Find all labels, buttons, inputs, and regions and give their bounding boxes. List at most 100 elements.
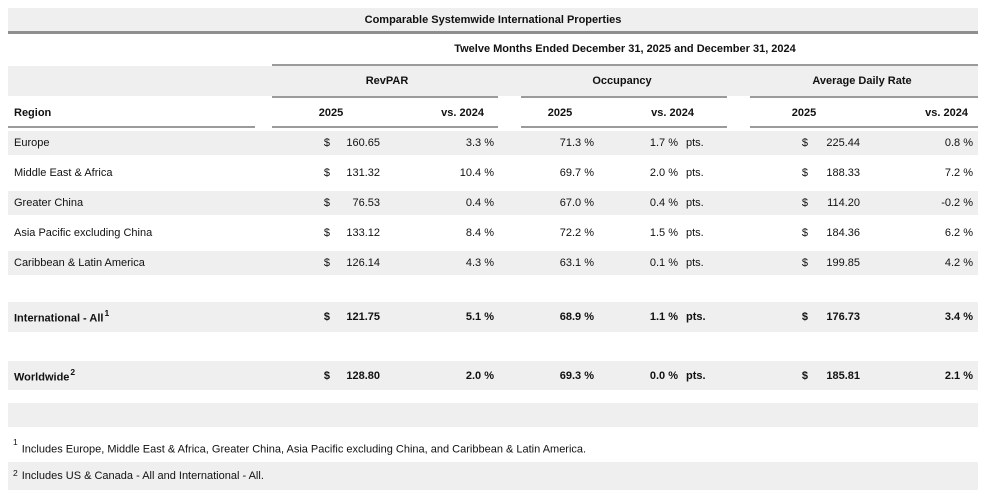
period-label: Twelve Months Ended December 31, 2025 an… [454,43,796,55]
currency-symbol: $ [801,167,808,179]
adr-vs-2024-header: vs. 2024 [925,107,968,119]
adr-vs-value: 7.2 % [944,167,973,179]
adr-2025-value: 225.44 [826,137,860,149]
revpar-vs-2024-header: vs. 2024 [441,107,484,119]
occupancy-2025-value: 72.2 % [559,227,594,239]
spacer [8,278,978,302]
region-cell: Asia Pacific excluding China [14,227,153,239]
occupancy-2025-value: 69.7 % [559,167,594,179]
row-international-all: International - All1 $ 121.75 5.1 % 68.9… [8,302,978,332]
revpar-vs-value: 10.4 % [459,167,494,179]
currency-symbol: $ [323,167,330,179]
adr-group-underline [750,96,978,98]
footnote-1-text: Includes Europe, Middle East & Africa, G… [21,443,587,456]
group-header-adr: Average Daily Rate [812,75,912,87]
revpar-vs-value: 0.4 % [465,197,494,209]
footnote-ref-2: 2 [70,367,76,377]
occupancy-2025-value: 67.0 % [559,197,594,209]
region-cell: Middle East & Africa [14,167,113,179]
column-group-header-row: RevPAR Occupancy Average Daily Rate [8,66,978,98]
pts-label: pts. [686,257,704,269]
currency-symbol: $ [323,137,330,149]
row-middle-east-africa: Middle East & Africa $ 131.32 10.4 % 69.… [8,158,978,188]
row-asia-pacific-excluding-china: Asia Pacific excluding China $ 133.12 8.… [8,218,978,248]
spacer [8,390,978,403]
pts-label: pts. [686,167,704,179]
currency-symbol: $ [801,197,808,209]
adr-2025-header: 2025 [791,107,817,119]
region-column-header: Region [14,107,52,119]
occupancy-columns-underline [521,126,727,128]
revpar-2025-value: 133.12 [346,227,380,239]
row-caribbean-latin-america: Caribbean & Latin America $ 126.14 4.3 %… [8,248,978,278]
currency-symbol: $ [323,311,330,323]
period-header-row: Twelve Months Ended December 31, 2025 an… [8,34,978,66]
currency-symbol: $ [801,227,808,239]
occupancy-vs-value: 0.0 % [649,369,678,382]
revpar-2025-header: 2025 [318,107,344,119]
row-worldwide: Worldwide2 $ 128.80 2.0 % 69.3 % 0.0 % p… [8,361,978,390]
currency-symbol: $ [801,311,808,323]
adr-2025-value: 199.85 [826,257,860,269]
footnote-1-ref: 1 [13,437,18,447]
occupancy-2025-value: 69.3 % [559,369,594,382]
occupancy-2025-value: 68.9 % [559,311,594,323]
row-greater-china: Greater China $ 76.53 0.4 % 67.0 % 0.4 %… [8,188,978,218]
region-cell: Worldwide2 [14,367,76,384]
group-header-revpar: RevPAR [365,75,409,87]
occupancy-vs-value: 0.4 % [649,197,678,209]
revpar-vs-value: 4.3 % [465,257,494,269]
revpar-2025-value: 121.75 [346,311,380,323]
region-cell: Europe [14,137,50,149]
adr-vs-value: 3.4 % [944,311,973,323]
empty-band [8,403,978,427]
revpar-group-underline [272,96,498,98]
adr-vs-value: 0.8 % [944,137,973,149]
revpar-2025-value: 160.65 [346,137,380,149]
revpar-2025-value: 126.14 [346,257,380,269]
adr-2025-value: 185.81 [826,369,860,382]
occupancy-vs-value: 1.1 % [649,311,678,323]
pts-label: pts. [686,137,704,149]
currency-symbol: $ [323,369,330,382]
adr-2025-value: 114.20 [827,197,860,209]
table-title: Comparable Systemwide International Prop… [8,8,978,34]
region-column-underline [8,126,255,128]
occupancy-group-underline [521,96,727,98]
period-underline [272,64,978,66]
adr-2025-value: 184.36 [826,227,860,239]
pts-label: pts. [686,197,704,209]
revpar-2025-value: 131.32 [346,167,380,179]
adr-vs-value: 2.1 % [944,369,973,382]
spacer [8,332,978,361]
revpar-vs-value: 8.4 % [465,227,494,239]
adr-vs-value: 6.2 % [944,227,973,239]
region-cell: Caribbean & Latin America [14,257,145,269]
currency-symbol: $ [801,137,808,149]
adr-vs-value: 4.2 % [944,257,973,269]
pts-label: pts. [686,227,704,239]
footnote-2-ref: 2 [13,468,18,478]
revpar-2025-value: 128.80 [346,369,380,382]
currency-symbol: $ [801,369,808,382]
region-cell: Greater China [14,197,84,209]
revpar-vs-value: 3.3 % [465,137,494,149]
footnote-ref-1: 1 [104,309,110,319]
occupancy-2025-value: 63.1 % [559,257,594,269]
revpar-vs-value: 5.1 % [465,311,494,323]
adr-vs-value: -0.2 % [941,197,973,209]
occupancy-vs-value: 2.0 % [649,167,678,179]
footnote-2: 2 Includes US & Canada - All and Internat… [8,462,978,490]
occupancy-2025-value: 71.3 % [559,137,594,149]
currency-symbol: $ [323,257,330,269]
occupancy-vs-value: 1.5 % [649,227,678,239]
occupancy-vs-2024-header: vs. 2024 [651,107,694,119]
adr-2025-value: 188.33 [826,167,860,179]
occupancy-2025-header: 2025 [547,107,573,119]
adr-2025-value: 176.73 [826,311,860,323]
currency-symbol: $ [801,257,808,269]
currency-symbol: $ [323,227,330,239]
revpar-columns-underline [272,126,498,128]
comparable-properties-table: Comparable Systemwide International Prop… [8,8,978,490]
currency-symbol: $ [323,197,330,209]
